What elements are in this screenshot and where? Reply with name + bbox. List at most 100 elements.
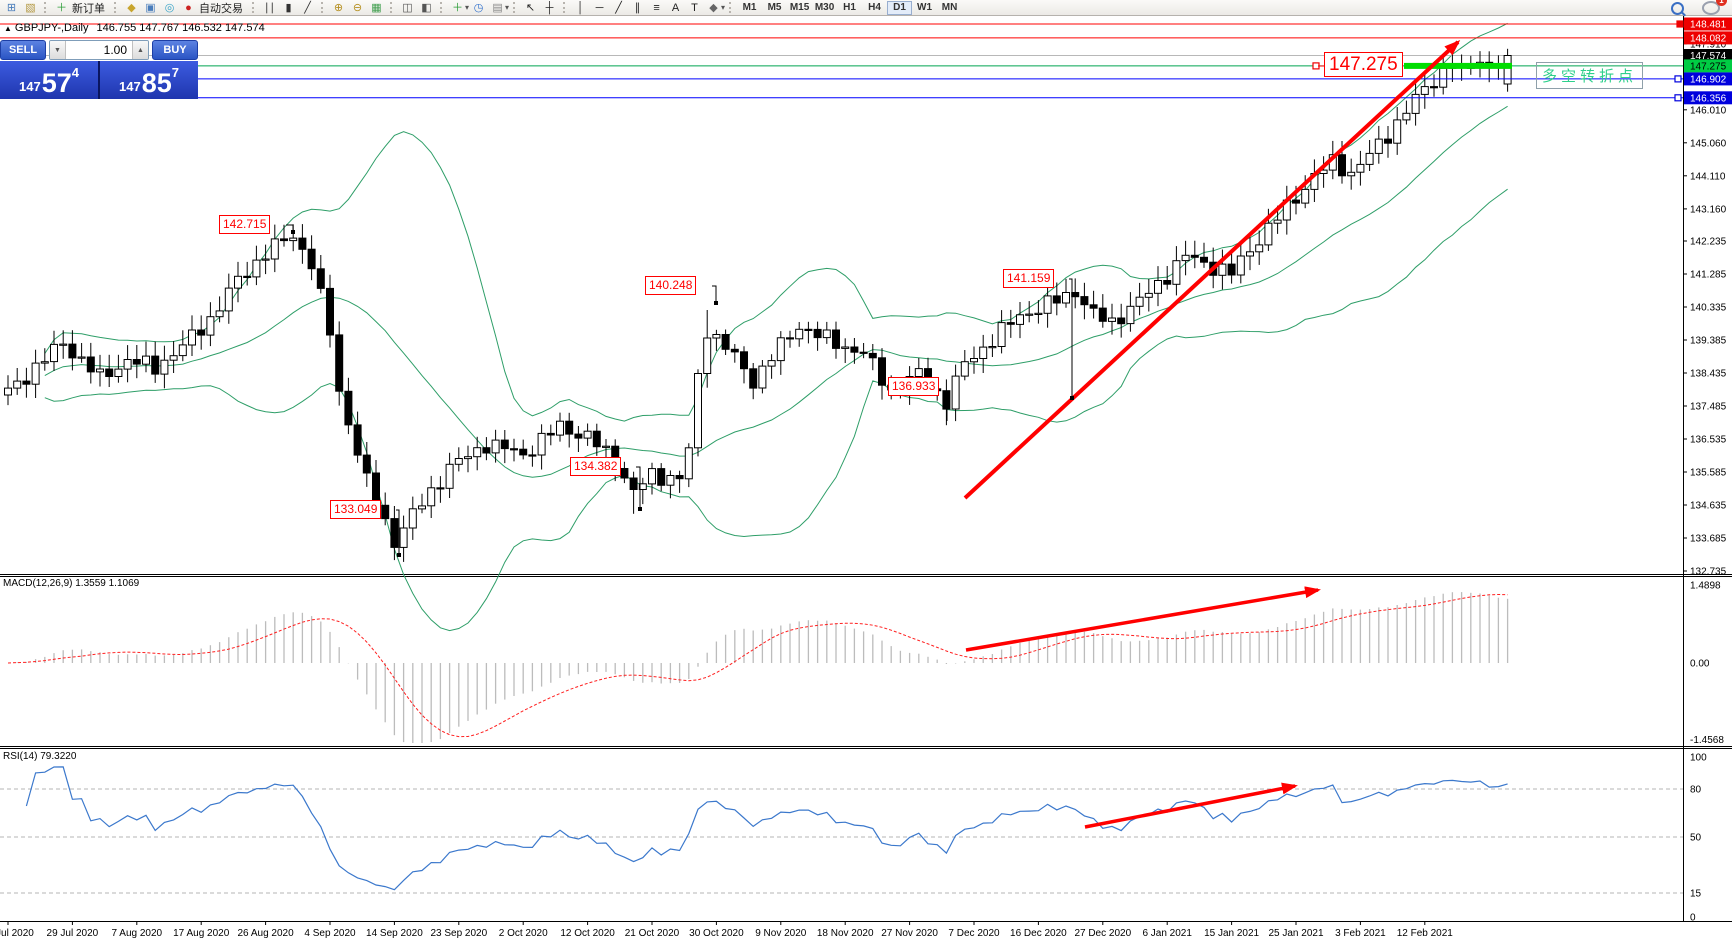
volume-increase-button[interactable]: ▲ bbox=[132, 41, 148, 59]
svg-text:25 Jan 2021: 25 Jan 2021 bbox=[1268, 928, 1323, 939]
sell-button[interactable]: SELL bbox=[0, 40, 46, 60]
label-icon[interactable]: T bbox=[691, 1, 698, 14]
svg-text:20 Jul 2020: 20 Jul 2020 bbox=[0, 928, 34, 939]
shapes-icon-dropdown[interactable]: ▾ bbox=[721, 3, 726, 12]
trend-arrows[interactable] bbox=[963, 39, 1461, 829]
timeframe-m15[interactable]: M15 bbox=[789, 2, 810, 13]
svg-text:147.910: 147.910 bbox=[1690, 39, 1727, 50]
search-icon[interactable] bbox=[1668, 1, 1687, 15]
timeframe-w1[interactable]: W1 bbox=[917, 2, 933, 13]
template-icon[interactable]: ▤ bbox=[492, 1, 503, 14]
period-icon[interactable]: ◷ bbox=[473, 1, 484, 14]
auto-scroll-icon[interactable]: ◧ bbox=[421, 1, 432, 14]
toolbar-group-separator bbox=[440, 2, 444, 13]
object-handle bbox=[1674, 75, 1682, 83]
svg-text:137.485: 137.485 bbox=[1690, 402, 1727, 413]
svg-text:141.285: 141.285 bbox=[1690, 270, 1727, 281]
timeframe-mn[interactable]: MN bbox=[941, 2, 958, 13]
new-order-icon-label[interactable]: 新订单 bbox=[72, 2, 105, 15]
price-annotation[interactable]: 147.275 bbox=[1324, 52, 1403, 77]
zoom-in-icon[interactable]: ⊕ bbox=[333, 1, 344, 14]
rsi-indicator-label: RSI(14) 79.3220 bbox=[3, 751, 77, 762]
shapes-icon[interactable]: ◆ bbox=[709, 1, 718, 14]
timeframe-m5[interactable]: M5 bbox=[767, 2, 782, 13]
candlestick-chart-icon[interactable]: ▮ bbox=[285, 1, 292, 14]
new-chart-icon[interactable]: ⊞ bbox=[6, 1, 17, 14]
line-chart-icon[interactable]: ╱ bbox=[304, 1, 311, 14]
add-indicator-icon-dropdown[interactable]: ▾ bbox=[465, 3, 470, 12]
toolbar-right: 1 bbox=[1668, 0, 1727, 15]
autotrade-icon[interactable]: ● bbox=[185, 1, 192, 14]
svg-text:27 Dec 2020: 27 Dec 2020 bbox=[1074, 928, 1131, 939]
price-annotation[interactable]: 133.049 bbox=[330, 500, 382, 519]
chat-unread-badge: 1 bbox=[1716, 0, 1727, 6]
sell-price[interactable]: 147 57 4 bbox=[0, 61, 98, 99]
chart-title: ▲ GBPJPY-,Daily 146.755 147.767 146.532 14… bbox=[4, 22, 265, 34]
svg-text:9 Nov 2020: 9 Nov 2020 bbox=[755, 928, 807, 939]
timeframe-h1[interactable]: H1 bbox=[843, 2, 856, 13]
toolbar: 1 ⊞ ▧ ＋新订单 ◆ ▣ ◎ ● 自动交易 ∣∣ ▮ ╱ ⊕ ⊖ ▦ ◫ ◧ ＋ ▾ ◷ ▤ ▾ ↖ ┼ │ ─ ╱ ∥ ≡ A T ◆… bbox=[0, 0, 1732, 16]
price-annotation[interactable]: 142.715 bbox=[219, 215, 271, 234]
autotrade-icon-label[interactable]: 自动交易 bbox=[199, 2, 243, 15]
svg-text:12 Feb 2021: 12 Feb 2021 bbox=[1397, 928, 1454, 939]
channel-icon[interactable]: ∥ bbox=[634, 1, 641, 14]
horizontal-line-icon[interactable]: ─ bbox=[595, 1, 604, 14]
toolbar-group-separator bbox=[563, 2, 567, 13]
price-annotation[interactable]: 136.933 bbox=[888, 377, 940, 396]
svg-text:143.160: 143.160 bbox=[1690, 204, 1727, 215]
thick-green-level-segment bbox=[1404, 62, 1512, 69]
time-axis: 20 Jul 2020 29 Jul 2020 7 Aug 2020 17 Aug 2… bbox=[0, 921, 1453, 939]
volume-value[interactable]: 1.00 bbox=[103, 43, 127, 57]
svg-text:4 Sep 2020: 4 Sep 2020 bbox=[304, 928, 356, 939]
svg-text:15 Jan 2021: 15 Jan 2021 bbox=[1204, 928, 1259, 939]
buy-price[interactable]: 147 85 7 bbox=[100, 61, 198, 99]
ohlc-values: 146.755 147.767 146.532 147.574 bbox=[96, 22, 265, 34]
timeframe-d1[interactable]: D1 bbox=[887, 0, 913, 15]
svg-text:148.082: 148.082 bbox=[1690, 33, 1727, 44]
price-annotation[interactable]: 141.159 bbox=[1003, 269, 1055, 288]
svg-text:30 Oct 2020: 30 Oct 2020 bbox=[689, 928, 744, 939]
toolbar-group-separator bbox=[729, 2, 733, 13]
new-order-icon[interactable]: ＋ bbox=[56, 1, 67, 14]
toolbar-group-separator bbox=[252, 2, 256, 13]
vertical-line-icon[interactable]: │ bbox=[577, 1, 584, 14]
trendline-icon[interactable]: ╱ bbox=[615, 1, 622, 14]
timeframe-h4[interactable]: H4 bbox=[868, 2, 881, 13]
add-indicator-icon[interactable]: ＋ bbox=[452, 1, 463, 14]
svg-text:80: 80 bbox=[1690, 785, 1702, 796]
buy-button[interactable]: BUY bbox=[152, 40, 198, 60]
chart-canvas[interactable]: 147.910 146.010 145.060 144.110 143.160 142.2… bbox=[0, 16, 1732, 942]
toolbar-group-separator bbox=[44, 2, 48, 13]
chart-note-text[interactable]: 多空转折点 bbox=[1536, 62, 1644, 89]
svg-text:100: 100 bbox=[1690, 753, 1707, 764]
signals-icon[interactable]: ◎ bbox=[164, 1, 175, 14]
bollinger-bands bbox=[44, 22, 1508, 632]
svg-text:21 Oct 2020: 21 Oct 2020 bbox=[625, 928, 680, 939]
price-annotation[interactable]: 134.382 bbox=[570, 457, 622, 476]
timeframe-m30[interactable]: M30 bbox=[814, 2, 835, 13]
chat-icon[interactable]: 1 bbox=[1701, 0, 1727, 15]
fibonacci-icon[interactable]: ≡ bbox=[653, 1, 660, 14]
styles-icon[interactable]: ◆ bbox=[127, 1, 136, 14]
svg-text:26 Aug 2020: 26 Aug 2020 bbox=[238, 928, 295, 939]
template-icon-dropdown[interactable]: ▾ bbox=[505, 3, 510, 12]
volume-decrease-button[interactable]: ▼ bbox=[50, 41, 66, 59]
volume-stepper[interactable]: ▼ 1.00 ▲ bbox=[49, 40, 149, 60]
timeframe-m1[interactable]: M1 bbox=[742, 2, 757, 13]
bar-chart-icon[interactable]: ∣∣ bbox=[264, 1, 275, 14]
svg-text:138.435: 138.435 bbox=[1690, 369, 1727, 380]
svg-text:132.735: 132.735 bbox=[1690, 567, 1727, 578]
crosshair-icon[interactable]: ┼ bbox=[545, 1, 554, 14]
metaeditor-icon[interactable]: ▣ bbox=[145, 1, 156, 14]
toolbar-group-separator bbox=[513, 2, 517, 13]
zoom-out-icon[interactable]: ⊖ bbox=[352, 1, 363, 14]
profiles-icon[interactable]: ▧ bbox=[25, 1, 36, 14]
tile-windows-icon[interactable]: ▦ bbox=[371, 1, 382, 14]
text-icon[interactable]: A bbox=[671, 1, 680, 14]
macd-histogram bbox=[7, 592, 1509, 743]
price-annotation[interactable]: 140.248 bbox=[645, 276, 697, 295]
chart-shift-icon[interactable]: ◫ bbox=[402, 1, 413, 14]
cursor-icon[interactable]: ↖ bbox=[525, 1, 536, 14]
svg-text:146.010: 146.010 bbox=[1690, 105, 1727, 116]
svg-text:12 Oct 2020: 12 Oct 2020 bbox=[560, 928, 615, 939]
